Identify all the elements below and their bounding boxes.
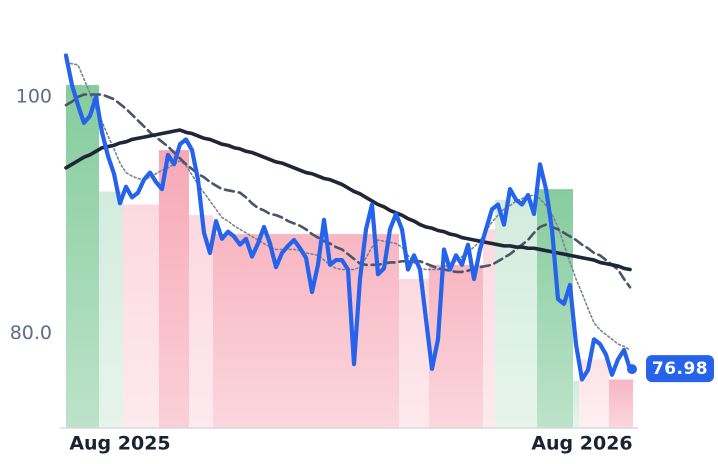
last-value-label: 76.98 xyxy=(652,359,708,379)
bands xyxy=(66,85,633,428)
y-tick-label: 80.0 xyxy=(10,322,52,344)
axes xyxy=(60,427,638,429)
band-shade xyxy=(573,380,579,428)
band-shade xyxy=(579,359,609,428)
band-shade xyxy=(609,379,633,428)
band-shade xyxy=(99,191,123,428)
last-point xyxy=(627,364,637,375)
band-shade xyxy=(123,204,159,428)
last-value-badge xyxy=(646,355,714,383)
price-line xyxy=(64,128,632,272)
labels: 100 80.0 Aug 2025 Aug 2026 76.98 xyxy=(10,85,714,455)
band-shade xyxy=(66,85,99,428)
price-line xyxy=(63,53,633,382)
y-tick-label: 100 xyxy=(16,85,52,107)
band-shade xyxy=(483,229,495,428)
band-shade xyxy=(495,199,537,428)
x-tick-label: Aug 2026 xyxy=(531,433,632,455)
lines xyxy=(63,53,633,382)
price-line xyxy=(64,93,632,289)
x-tick-label: Aug 2025 xyxy=(69,433,170,455)
band-shade xyxy=(159,150,189,428)
